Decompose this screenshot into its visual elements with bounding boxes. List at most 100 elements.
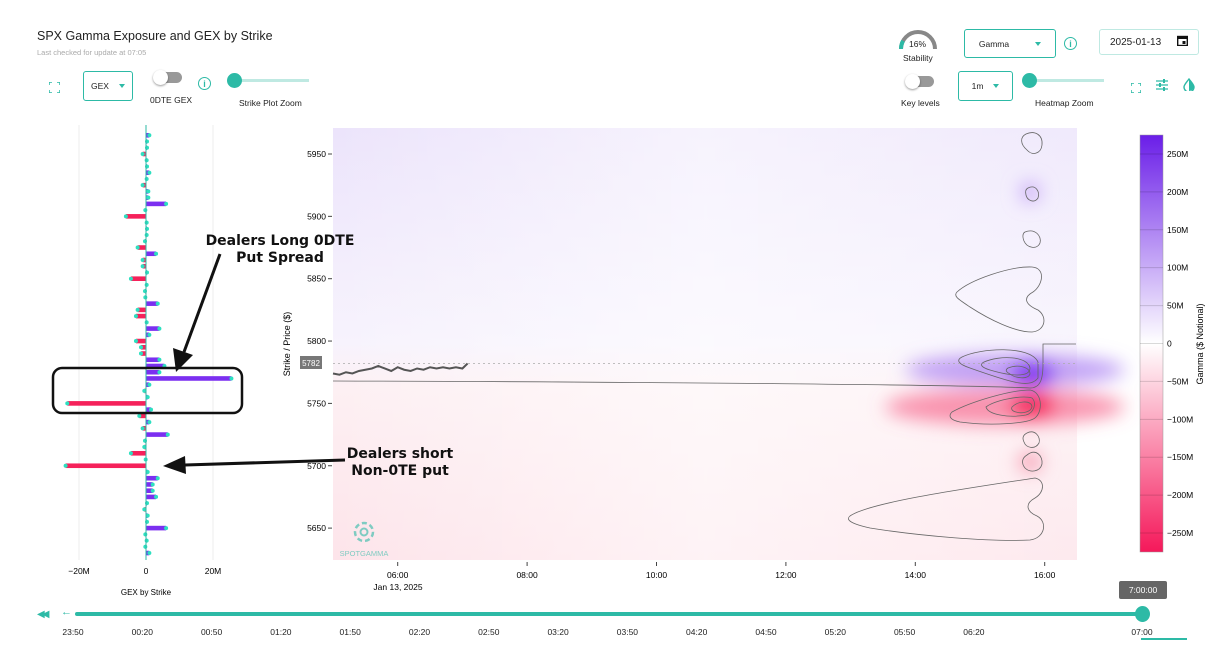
gex-bar-marker	[144, 538, 149, 543]
gex-bar-marker	[229, 376, 234, 381]
gex-bar[interactable]	[146, 357, 160, 363]
y-tick-label: 5700	[307, 461, 326, 471]
gex-bar[interactable]	[146, 376, 232, 381]
gex-bar-marker	[140, 257, 145, 262]
gex-bar-marker	[154, 494, 159, 499]
info-icon[interactable]: i	[1064, 37, 1077, 50]
gex-bar-marker	[133, 314, 138, 319]
contrast-icon[interactable]	[1183, 77, 1195, 96]
y-tick-label: 5950	[307, 149, 326, 159]
back-arrow-icon[interactable]: ←	[61, 606, 72, 618]
gex-bar-marker	[140, 264, 145, 269]
gex-bar[interactable]	[146, 494, 157, 500]
key-levels-toggle[interactable]	[905, 74, 934, 89]
slider-handle[interactable]	[1022, 73, 1037, 88]
gex-bar-marker	[144, 220, 149, 225]
colorbar-tick-label: 200M	[1167, 187, 1188, 197]
fullscreen-icon[interactable]	[48, 80, 61, 94]
gex-bar[interactable]	[146, 369, 160, 375]
rewind-icon[interactable]: ◀◀	[37, 609, 50, 620]
gamma-heatmap-chart: SPOTGAMMA 5650 5700 5750 5800 5850 5900 5950 06…	[282, 128, 1205, 592]
colorbar-tick-label: 150M	[1167, 225, 1188, 235]
annotation-dealers-short: Dealers short Non-0TE put	[330, 446, 470, 480]
gex-bar-marker	[145, 469, 150, 474]
gex-bar[interactable]	[67, 401, 146, 406]
gex-bar[interactable]	[146, 326, 160, 331]
odte-gex-label: 0DTE GEX	[150, 95, 193, 105]
interval-select-value: 1m	[971, 81, 984, 91]
gex-bar[interactable]	[135, 313, 146, 319]
gex-bar-marker	[123, 214, 128, 219]
timeline-label: 03:20	[547, 627, 569, 637]
gex-bar-marker	[157, 326, 162, 331]
gex-bar[interactable]	[146, 488, 153, 493]
colorbar-tick-label: −200M	[1167, 490, 1193, 500]
x-tick-label: 12:00	[775, 570, 797, 580]
gex-bar[interactable]	[146, 251, 157, 257]
timeline-label: 02:20	[408, 627, 431, 637]
current-price-label: 5782	[302, 359, 320, 368]
calendar-icon[interactable]	[1176, 33, 1189, 51]
gex-bar[interactable]	[137, 245, 146, 250]
colorbar-tick-label: −100M	[1167, 414, 1193, 424]
gex-bar[interactable]	[146, 363, 165, 369]
gex-bar-marker	[140, 183, 145, 188]
x-tick-label: 06:00	[387, 570, 409, 580]
gex-bar-marker	[147, 170, 152, 175]
gex-bar[interactable]	[135, 338, 146, 344]
interval-select[interactable]: 1m	[958, 71, 1013, 101]
annotation-line: Dealers Long 0DTE	[205, 233, 355, 249]
timeline-label: 07:00	[1131, 627, 1153, 637]
gex-bar-marker	[135, 245, 140, 250]
gex-bar-marker	[140, 152, 145, 156]
fullscreen-icon[interactable]	[1130, 80, 1142, 98]
info-icon[interactable]: i	[198, 77, 211, 90]
strike-plot-zoom-slider[interactable]	[227, 73, 309, 88]
gex-bar-marker	[145, 513, 150, 518]
price-series-line	[332, 362, 469, 376]
heatmap-area[interactable]: SPOTGAMMA	[332, 128, 1125, 560]
gex-bar-marker	[164, 201, 169, 206]
gex-bar-marker	[165, 432, 170, 437]
gex-bar[interactable]	[146, 432, 168, 437]
odte-gex-toggle[interactable]	[153, 70, 182, 85]
gex-bar[interactable]	[146, 201, 167, 207]
page-title: SPX Gamma Exposure and GEX by Strike	[37, 29, 273, 43]
gex-bar[interactable]	[125, 214, 146, 219]
heatmap-zoom-slider[interactable]	[1022, 73, 1104, 88]
watermark-text: SPOTGAMMA	[340, 549, 389, 558]
gex-bar-marker	[135, 307, 140, 312]
gex-bar[interactable]	[130, 276, 146, 281]
timeline-label: 00:50	[200, 627, 223, 637]
timeline-label: 23:50	[62, 627, 84, 637]
gex-bar[interactable]	[139, 413, 146, 419]
gex-bar[interactable]	[65, 463, 146, 469]
gex-bar-marker	[157, 357, 162, 362]
gex-bar-marker	[65, 401, 70, 406]
settings-sliders-icon[interactable]	[1156, 78, 1168, 96]
gex-bar[interactable]	[146, 301, 158, 306]
timeline-track[interactable]	[75, 612, 1143, 616]
gex-bar[interactable]	[146, 525, 167, 531]
timeline-label: 04:50	[755, 627, 777, 637]
gex-bar[interactable]	[146, 475, 158, 481]
gex-bar[interactable]	[130, 450, 146, 456]
timeline-handle[interactable]	[1135, 606, 1150, 622]
gex-bar[interactable]	[140, 344, 146, 350]
timeline-label: 01:20	[270, 627, 292, 637]
stability-label: Stability	[903, 53, 933, 63]
timeline-label: 05:50	[893, 627, 916, 637]
gex-bar[interactable]	[140, 351, 146, 356]
date-input[interactable]: 2025-01-13	[1099, 29, 1199, 55]
timeline-label: 03:50	[616, 627, 639, 637]
last-checked-text: Last checked for update at 07:05	[37, 48, 147, 57]
timeline-label: 06:20	[963, 627, 985, 637]
gex-bar-marker	[149, 407, 154, 412]
gex-bar-marker	[138, 351, 143, 356]
gex-select[interactable]: GEX	[83, 71, 133, 101]
slider-handle[interactable]	[227, 73, 242, 88]
metric-select[interactable]: Gamma	[964, 29, 1056, 58]
gex-bar[interactable]	[146, 482, 153, 487]
gex-bar[interactable]	[137, 307, 146, 313]
chevron-down-icon	[118, 84, 125, 88]
